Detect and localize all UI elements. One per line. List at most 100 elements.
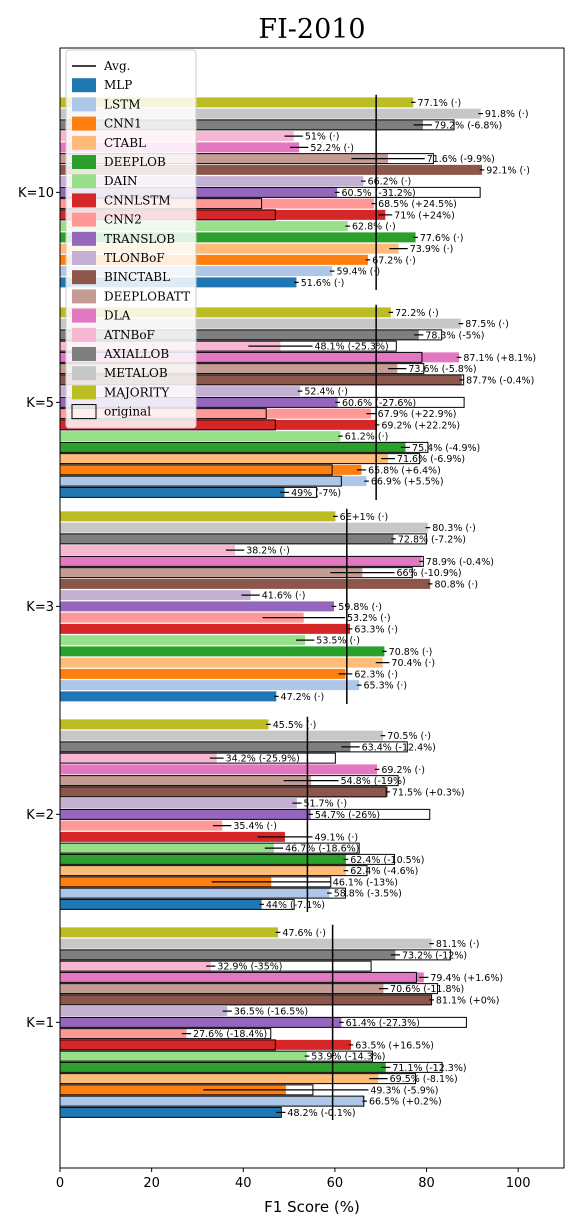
bar-k3-dain	[60, 635, 306, 646]
bar-k10-ctabl	[60, 243, 399, 254]
bar-k2-dain	[60, 843, 274, 854]
bar-k2-metalob	[60, 730, 384, 741]
data-label: 87.1% (+8.1%)	[463, 353, 536, 364]
bar-k5-translob	[60, 397, 338, 408]
bar-k3-deeplobatt	[60, 567, 363, 578]
data-label: 32.9% (-35%)	[217, 962, 282, 973]
data-label: 47.2% (·)	[281, 692, 325, 703]
bar-k1-tlonbof	[60, 1006, 228, 1017]
legend: Avg. MLP LSTM CNN1 CTABL DEEPLOB DAIN CNNLSTM CN…	[65, 49, 197, 429]
legend-swatch-mlp	[72, 78, 96, 93]
bar-k10-deeplobatt	[60, 153, 389, 164]
bar-k2-atnbof	[60, 753, 217, 764]
legend-swatch-ctabl	[72, 135, 96, 150]
data-labels-layer: 51.6% (·)59.4% (·)67.2% (·)73.9% (·)77.6…	[193, 98, 536, 1119]
data-label: 70.5% (·)	[387, 731, 431, 742]
bar-k10-tlonbof	[60, 176, 364, 187]
data-label: 92.1% (·)	[486, 165, 530, 176]
bar-k5-cnn1	[60, 464, 362, 475]
data-label: 72.8% (-7.2%)	[398, 534, 466, 545]
bar-k1-metalob	[60, 938, 432, 949]
bar-k1-cnn1	[60, 1084, 286, 1095]
bar-k1-deeplob	[60, 1062, 386, 1073]
data-label: 59.4% (·)	[336, 267, 380, 278]
bar-k5-metalob	[60, 318, 461, 329]
legend-label-deeplob: DEEPLOB	[104, 155, 166, 169]
bar-k3-cnnlstm	[60, 623, 351, 634]
legend-original-swatch	[71, 404, 97, 420]
bar-k5-mlp	[60, 487, 285, 498]
legend-swatch-cnn1	[72, 116, 96, 131]
data-label: 52.2% (·)	[310, 143, 354, 154]
bar-k2-deeplobatt	[60, 775, 312, 786]
legend-label-cnn1: CNN1	[104, 117, 142, 131]
legend-swatch-translob	[72, 231, 96, 246]
bar-k1-binctabl	[60, 994, 432, 1005]
data-label: 48.1% (-25.3%)	[314, 342, 388, 353]
bar-k3-translob	[60, 601, 334, 612]
bar-k2-ctabl	[60, 865, 346, 876]
legend-label-tlonbof: TLONBoF	[104, 251, 165, 265]
x-tick-label: 0	[56, 1176, 64, 1191]
data-label: 87.5% (·)	[465, 319, 509, 330]
x-tick-label: 40	[235, 1176, 252, 1191]
bar-k2-axiallob	[60, 741, 351, 752]
data-label: 77.6% (·)	[420, 233, 464, 244]
data-label: 87.7% (-0.4%)	[466, 375, 534, 386]
legend-swatch-binctabl	[72, 270, 96, 285]
data-label: 73.9% (·)	[410, 244, 454, 255]
data-label: 69.5% (-8.1%)	[390, 1074, 458, 1085]
data-label: 63.3% (·)	[354, 624, 398, 635]
data-label: 81.1% (·)	[436, 939, 480, 950]
data-label: 67.2% (·)	[372, 255, 416, 266]
data-label: 71.5% (+0.3%)	[392, 787, 465, 798]
bar-k3-cnn2	[60, 612, 304, 623]
data-label: 79.4% (+1.6%)	[430, 973, 503, 984]
bar-k5-majority	[60, 307, 391, 318]
bar-k5-axiallob	[60, 329, 419, 340]
data-label: 59.8% (·)	[338, 602, 382, 613]
bar-k3-tlonbof	[60, 590, 251, 601]
data-label: 45.5% (·)	[273, 720, 317, 731]
data-label: 46.1% (-13%)	[333, 877, 398, 888]
chart-title: FI-2010	[258, 14, 365, 45]
bar-k10-cnnlstm	[60, 209, 386, 220]
data-label: 81.1% (+0%)	[436, 995, 500, 1006]
data-label: 75.4% (-4.9%)	[412, 443, 480, 454]
bar-k10-axiallob	[60, 119, 423, 130]
legend-label-translob: TRANSLOB	[104, 232, 175, 246]
data-label: 71.6% (-6.9%)	[397, 454, 465, 465]
data-label: 51% (·)	[305, 132, 340, 143]
bar-k5-deeplobatt	[60, 363, 398, 374]
legend-swatch-cnnlstm	[72, 193, 96, 208]
bar-k3-atnbof	[60, 545, 236, 556]
data-label: 63.4% (-12.4%)	[362, 742, 436, 753]
legend-label-majority: MAJORITY	[104, 385, 170, 399]
bar-k5-lstm	[60, 476, 367, 487]
data-label: 36.5% (-16.5%)	[234, 1007, 308, 1018]
legend-label-cnnlstm: CNNLSTM	[104, 193, 171, 207]
bar-k3-dla	[60, 556, 422, 567]
bar-k2-cnnlstm	[60, 831, 285, 842]
data-label: 51.6% (·)	[301, 278, 345, 289]
bar-k5-deeplob	[60, 442, 406, 453]
bar-k1-deeplobatt	[60, 983, 384, 994]
bars-layer	[59, 97, 485, 1118]
data-label: 66% (-10.9%)	[396, 568, 461, 579]
bar-k5-dla	[60, 352, 460, 363]
data-label: 68.5% (+24.5%)	[378, 199, 457, 210]
legend-swatch-tlonbof	[72, 251, 96, 265]
legend-label-atnbof: ATNBoF	[103, 328, 155, 342]
data-label: 62.4% (-4.6%)	[350, 866, 418, 877]
bar-k2-tlonbof	[60, 798, 297, 809]
bar-k2-cnn2	[60, 820, 223, 831]
bar-k1-dla	[60, 972, 424, 983]
data-label: 65.8% (+6.4%)	[368, 465, 441, 476]
data-label: 48.2% (-0.1%)	[287, 1108, 355, 1119]
data-label: 71.1% (-12.3%)	[392, 1063, 466, 1074]
bar-k1-cnn2	[60, 1028, 187, 1039]
legend-swatch-deeplob	[72, 155, 96, 169]
bar-k10-cnn1	[60, 254, 368, 265]
data-label: 77.1% (·)	[418, 98, 462, 109]
data-label: 61.2% (·)	[345, 432, 389, 443]
